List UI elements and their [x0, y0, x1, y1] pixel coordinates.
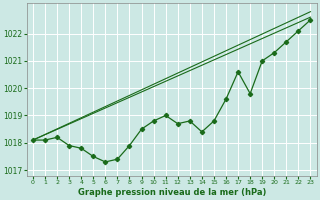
X-axis label: Graphe pression niveau de la mer (hPa): Graphe pression niveau de la mer (hPa): [77, 188, 266, 197]
